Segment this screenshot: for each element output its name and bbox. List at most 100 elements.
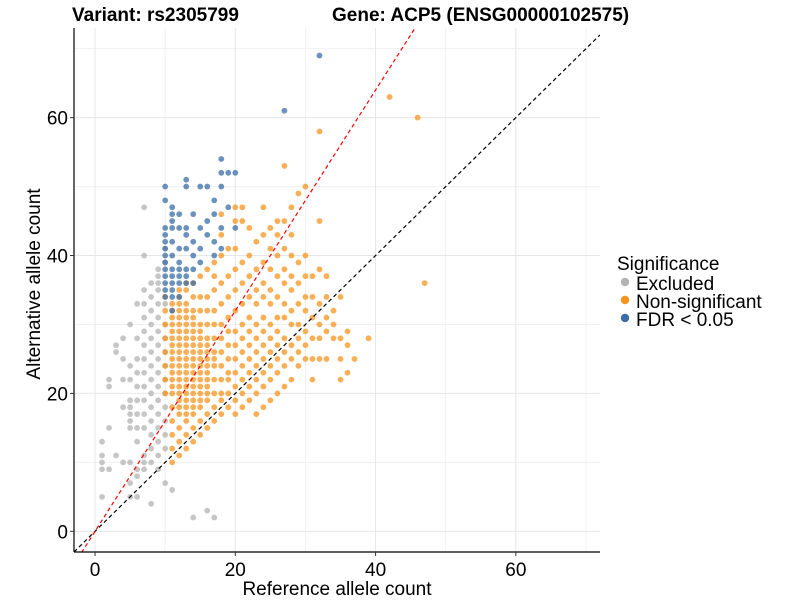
chart-title-gene: Gene: ACP5 (ENSG00000102575): [332, 5, 629, 26]
data-point: [197, 183, 204, 190]
data-point: [295, 349, 302, 355]
data-point: [218, 245, 225, 252]
data-point: [183, 328, 190, 335]
data-point: [337, 356, 344, 362]
data-point: [183, 356, 190, 362]
data-point: [274, 231, 281, 238]
data-point: [183, 225, 190, 231]
data-point: [162, 245, 169, 252]
data-point: [176, 280, 183, 287]
data-point: [183, 266, 190, 273]
data-point: [253, 376, 260, 383]
data-point: [99, 438, 105, 445]
data-point: [141, 397, 148, 404]
data-point: [190, 335, 197, 342]
data-point: [148, 335, 155, 342]
data-point: [190, 390, 197, 397]
data-point: [155, 314, 162, 321]
data-point: [190, 349, 197, 355]
data-point: [239, 349, 246, 355]
data-point: [330, 307, 337, 314]
data-point: [141, 314, 148, 321]
data-point: [141, 342, 148, 349]
data-point: [232, 218, 239, 224]
data-point: [204, 349, 211, 355]
data-point: [120, 459, 126, 466]
data-point: [190, 342, 197, 349]
data-point: [106, 383, 112, 390]
data-point: [162, 321, 169, 328]
data-point: [211, 514, 218, 521]
data-point: [316, 52, 323, 59]
data-point: [197, 397, 204, 404]
data-point: [344, 328, 351, 335]
legend-label-fdr: FDR < 0.05: [636, 310, 734, 331]
data-points: [99, 52, 428, 521]
data-point: [225, 342, 232, 349]
data-point: [169, 418, 176, 424]
data-point: [225, 376, 232, 383]
data-point: [218, 156, 225, 162]
data-point: [183, 431, 190, 438]
data-point: [323, 356, 330, 362]
data-point: [197, 376, 204, 383]
data-point: [211, 273, 218, 280]
data-point: [281, 335, 288, 342]
data-point: [295, 259, 302, 266]
data-point: [169, 225, 176, 231]
data-point: [232, 369, 239, 376]
data-point: [204, 307, 211, 314]
data-point: [197, 293, 204, 300]
data-point: [148, 390, 155, 397]
data-point: [295, 362, 302, 369]
data-point: [197, 245, 204, 252]
data-point: [169, 349, 176, 355]
data-point: [162, 307, 169, 314]
data-point: [295, 190, 302, 197]
data-point: [120, 404, 126, 411]
data-point: [162, 349, 169, 355]
data-point: [169, 273, 176, 280]
data-point: [246, 369, 253, 376]
data-point: [183, 335, 190, 342]
data-point: [218, 252, 225, 259]
data-point: [288, 252, 295, 259]
data-point: [246, 252, 253, 259]
data-point: [190, 424, 197, 431]
data-point: [162, 404, 169, 411]
data-point: [281, 162, 288, 169]
data-point: [288, 321, 295, 328]
data-point: [267, 349, 274, 355]
data-point: [176, 307, 183, 314]
data-point: [127, 321, 134, 328]
data-point: [155, 266, 162, 273]
data-point: [246, 397, 253, 404]
data-point: [211, 356, 218, 362]
data-point: [316, 266, 323, 273]
data-point: [155, 411, 162, 418]
data-point: [281, 349, 288, 355]
data-point: [183, 287, 190, 293]
data-point: [190, 238, 197, 245]
data-point: [99, 459, 105, 466]
data-point: [309, 293, 316, 300]
data-point: [106, 466, 112, 473]
data-point: [162, 259, 169, 266]
data-point: [183, 349, 190, 355]
series-fdr-0-05: [162, 52, 323, 314]
data-point: [288, 231, 295, 238]
data-point: [281, 314, 288, 321]
data-point: [169, 431, 176, 438]
data-point: [204, 507, 211, 514]
data-point: [246, 273, 253, 280]
data-point: [183, 411, 190, 418]
data-point: [162, 287, 169, 293]
data-point: [211, 259, 218, 266]
data-point: [176, 452, 183, 459]
legend-swatch-excluded: [620, 277, 630, 287]
data-point: [176, 349, 183, 355]
data-point: [288, 204, 295, 211]
data-point: [148, 307, 155, 314]
data-point: [169, 362, 176, 369]
data-point: [162, 376, 169, 383]
